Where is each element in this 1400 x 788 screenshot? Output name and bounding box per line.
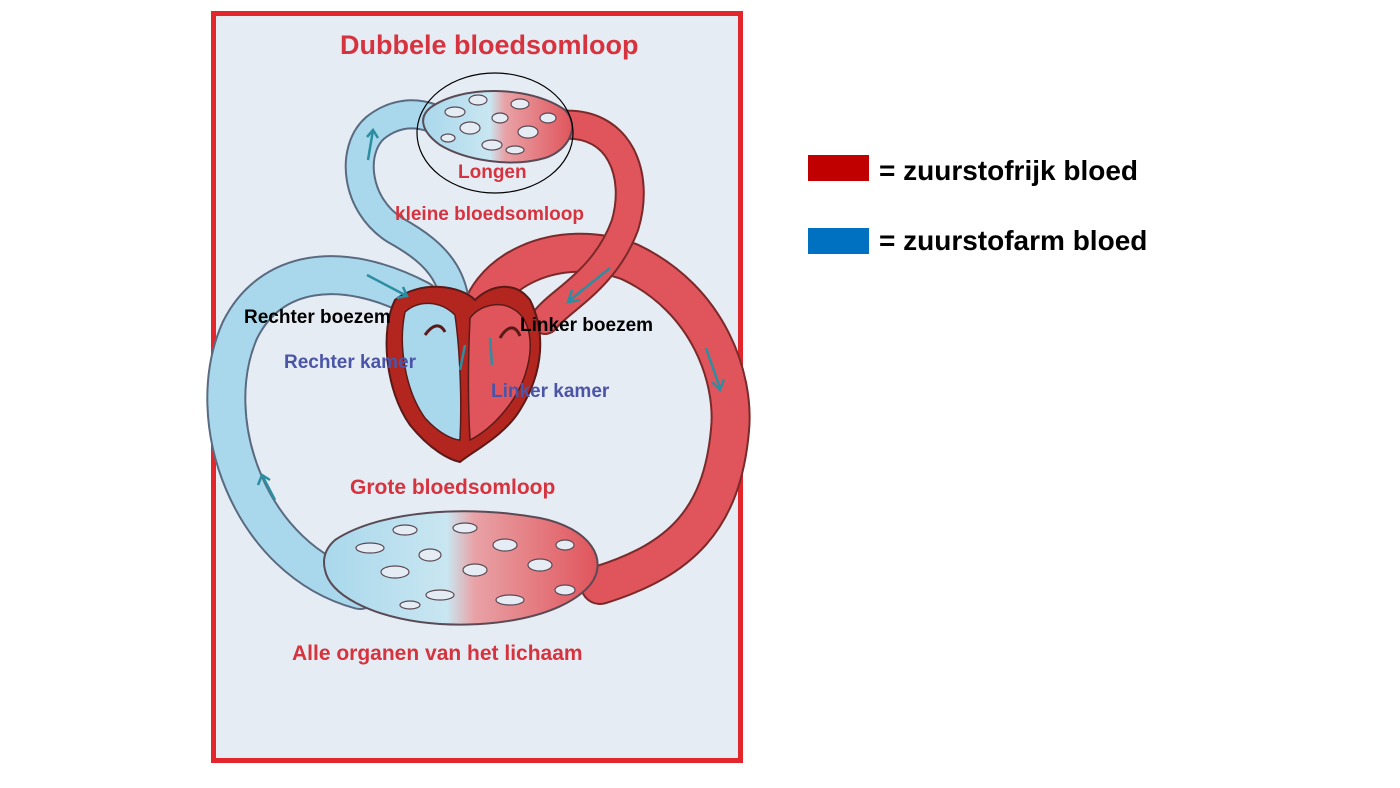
arrow-icon	[366, 273, 406, 297]
diagram-title: Dubbele bloedsomloop	[340, 30, 639, 60]
arrow-head-icon	[366, 127, 380, 139]
aorta	[458, 232, 751, 605]
arrow-head-icon	[566, 289, 581, 304]
lungs-label: Longen	[458, 162, 527, 183]
right-atrium-label: Rechter boezem	[244, 307, 391, 328]
arrow-icon	[569, 267, 611, 301]
legend-swatch-oxygen-rich	[808, 155, 869, 181]
legend-label-oxygen-poor: = zuurstofarm bloed	[879, 225, 1148, 256]
pulmonary-artery	[344, 99, 472, 355]
left-atrium-label: Linker boezem	[520, 315, 654, 336]
systemic-vein	[206, 255, 440, 610]
heart	[385, 285, 542, 464]
large-circulation-label: Grote bloedsomloop	[350, 476, 556, 499]
flow-arrows	[256, 127, 726, 501]
arrow-head-icon	[711, 378, 726, 393]
lungs-highlight-circle	[416, 72, 574, 194]
arrow-icon	[704, 347, 722, 389]
right-ventricle-label: Rechter kamer	[284, 352, 417, 373]
arrow-head-icon	[256, 473, 271, 486]
arrow-head-icon	[396, 286, 409, 300]
arrow-icon	[488, 337, 494, 366]
arrow-icon	[458, 344, 467, 371]
legend-swatch-oxygen-poor	[808, 228, 869, 254]
arrow-icon	[366, 129, 375, 161]
arrow-icon	[260, 474, 277, 501]
left-ventricle-label: Linker kamer	[491, 381, 610, 402]
lung-capillaries	[422, 90, 574, 164]
legend-label-oxygen-rich: = zuurstofrijk bloed	[879, 155, 1139, 186]
body-capillaries	[323, 510, 599, 626]
small-circulation-label: kleine bloedsomloop	[395, 204, 584, 225]
organs-label: Alle organen van het lichaam	[292, 642, 583, 665]
